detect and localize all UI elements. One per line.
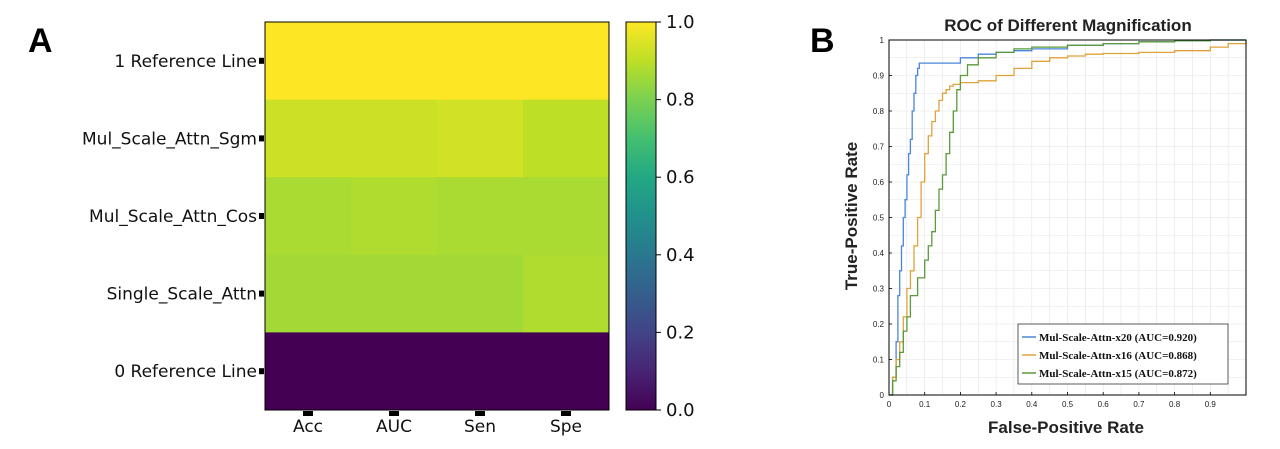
roc-y-tick-label: 0.2 <box>873 320 885 329</box>
panel-label-a: A <box>28 22 53 60</box>
roc-legend-label: Mul-Scale-Attn-x15 (AUC=0.872) <box>1039 368 1197 380</box>
roc-y-tick-label: 0.9 <box>873 72 885 81</box>
roc-y-tick-label: 0.8 <box>873 107 885 116</box>
heatmap-cell <box>437 99 524 178</box>
colorbar: 0.0 0.2 0.4 0.6 0.8 1.0 <box>625 12 695 421</box>
roc-y-tick-label: 0.4 <box>873 249 885 258</box>
heatmap-cell <box>523 177 610 256</box>
heatmap-cell <box>437 254 524 333</box>
heatmap-cell <box>351 332 438 411</box>
roc-x-tick-label: 0.5 <box>1062 400 1074 409</box>
roc-chart: ROC of Different Magnification False-Pos… <box>842 16 1247 437</box>
heatmap-x-tick <box>475 411 485 416</box>
roc-x-tick-label: 0.2 <box>955 400 967 409</box>
roc-title: ROC of Different Magnification <box>944 16 1191 35</box>
roc-y-tick-label: 0 <box>880 391 885 400</box>
roc-y-tick-label: 0.6 <box>873 178 885 187</box>
heatmap-cell <box>523 332 610 411</box>
heatmap-cell <box>523 254 610 333</box>
roc-y-tick-label: 0.3 <box>873 285 885 294</box>
colorbar-tick-label: 0.2 <box>666 322 695 343</box>
roc-y-tick-label: 0.1 <box>873 356 885 365</box>
roc-x-tick-label: 0.4 <box>1026 400 1038 409</box>
roc-y-axis-label: True-Positive Rate <box>842 142 861 290</box>
roc-x-tick-label: 0.6 <box>1098 400 1110 409</box>
roc-y-tick-label: 1 <box>880 36 885 45</box>
roc-x-tick-label: 0 <box>887 400 892 409</box>
colorbar-tick-label: 0.6 <box>666 167 695 188</box>
heatmap-column-label: Acc <box>293 417 323 437</box>
heatmap-cell <box>437 22 524 101</box>
roc-x-tick-label: 0.7 <box>1133 400 1145 409</box>
roc-x-tick-label: 0.3 <box>991 400 1003 409</box>
colorbar-tick-label: 1.0 <box>666 12 695 33</box>
heatmap-column-label: Sen <box>464 417 496 437</box>
panel-label-b: B <box>810 22 835 60</box>
heatmap-cell <box>437 332 524 411</box>
heatmap-cell <box>265 22 352 101</box>
roc-x-axis-label: False-Positive Rate <box>988 418 1144 437</box>
heatmap-chart: 1 Reference Line Mul_Scale_Attn_Sgm Mul_Sc… <box>82 21 610 437</box>
roc-y-tick-label: 0.7 <box>873 143 885 152</box>
heatmap-cell <box>351 254 438 333</box>
colorbar-gradient <box>625 21 657 411</box>
roc-x-tick-label: 0.9 <box>1205 400 1217 409</box>
heatmap-y-tick <box>259 213 264 219</box>
heatmap-cell <box>265 254 352 333</box>
heatmap-cell <box>265 99 352 178</box>
heatmap-cell <box>351 22 438 101</box>
heatmap-row-label: 1 Reference Line <box>114 52 257 72</box>
colorbar-tick-label: 0.4 <box>666 245 695 266</box>
roc-legend-label: Mul-Scale-Attn-x20 (AUC=0.920) <box>1039 332 1197 344</box>
colorbar-tick-label: 0.0 <box>666 400 695 421</box>
heatmap-row-label: Mul_Scale_Attn_Cos <box>89 207 257 227</box>
heatmap-row-label: Mul_Scale_Attn_Sgm <box>82 129 257 149</box>
heatmap-cell <box>351 177 438 256</box>
heatmap-cell <box>265 332 352 411</box>
roc-y-tick-label: 0.5 <box>873 214 885 223</box>
roc-x-tick-label: 0.1 <box>919 400 931 409</box>
roc-legend-label: Mul-Scale-Attn-x16 (AUC=0.868) <box>1039 350 1197 362</box>
heatmap-column-label: AUC <box>376 417 412 437</box>
heatmap-cell <box>265 177 352 256</box>
colorbar-tick-label: 0.8 <box>666 90 695 111</box>
heatmap-x-tick <box>303 411 313 416</box>
heatmap-cell <box>351 99 438 178</box>
heatmap-y-tick <box>259 290 264 297</box>
heatmap-frame <box>264 21 610 411</box>
roc-x-tick-label: 0.8 <box>1169 400 1181 409</box>
roc-legend <box>1017 323 1229 385</box>
heatmap-x-tick <box>389 411 399 416</box>
roc-series-line-2 <box>889 40 1247 396</box>
heatmap-cell <box>523 99 610 178</box>
roc-series-line-3 <box>889 39 1246 396</box>
heatmap-row-label: 0 Reference Line <box>114 362 257 382</box>
heatmap-y-tick <box>259 135 264 142</box>
heatmap-y-tick <box>259 57 264 64</box>
heatmap-x-tick <box>561 411 571 416</box>
heatmap-row-label: Single_Scale_Attn <box>107 285 257 305</box>
heatmap-cell <box>437 177 524 256</box>
heatmap-y-tick <box>259 368 264 375</box>
heatmap-column-label: Spe <box>550 417 582 437</box>
heatmap-cell <box>523 22 610 101</box>
roc-plot-frame <box>888 39 1247 396</box>
